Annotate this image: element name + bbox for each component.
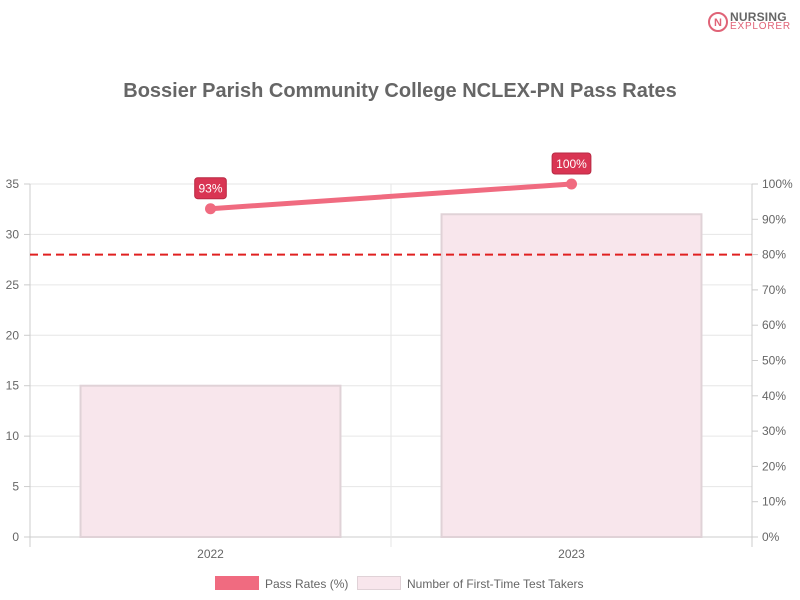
logo-mark-letter: N xyxy=(714,17,722,29)
right-tick-label: 50% xyxy=(762,354,786,368)
line-layer xyxy=(205,178,577,215)
right-tick-label: 90% xyxy=(762,212,786,226)
right-tick-label: 100% xyxy=(762,177,793,191)
legend-label-test-takers: Number of First-Time Test Takers xyxy=(407,577,584,591)
bar xyxy=(79,384,342,539)
pass-rate-point xyxy=(205,203,216,215)
right-tick-label: 60% xyxy=(762,318,786,332)
x-tick-label: 2022 xyxy=(197,547,224,561)
legend: Pass Rates (%) Number of First-Time Test… xyxy=(0,576,800,594)
axis-layer: 0 5 10 15 20 25 30 35 0% 10% 20% 30% 40% 50% 60% 70% 80%… xyxy=(6,177,793,561)
legend-swatch-pass-rates xyxy=(215,576,259,590)
legend-swatch-test-takers xyxy=(357,576,401,590)
right-tick-label: 70% xyxy=(762,283,786,297)
data-label-layer: 93% 100% xyxy=(194,152,592,200)
logo-mark-icon: N xyxy=(708,12,728,32)
right-tick-label: 80% xyxy=(762,248,786,262)
logo-line2: EXPLORER xyxy=(730,21,791,32)
left-tick-label: 35 xyxy=(6,177,20,191)
logo-line1: NURSING xyxy=(730,10,787,24)
left-tick-label: 0 xyxy=(12,530,19,544)
data-label-box xyxy=(194,177,227,200)
pass-rate-point xyxy=(566,178,577,190)
right-tick-label: 10% xyxy=(762,495,786,509)
x-tick-label: 2023 xyxy=(558,547,585,561)
legend-label-pass-rates: Pass Rates (%) xyxy=(265,577,349,591)
left-tick-label: 10 xyxy=(6,429,20,443)
nursing-explorer-logo: N NURSING EXPLORER xyxy=(707,9,791,35)
right-tick-label: 30% xyxy=(762,424,786,438)
bar xyxy=(440,213,703,538)
pass-rate-line xyxy=(208,181,574,212)
data-label: 100% xyxy=(556,157,587,171)
left-tick-label: 30 xyxy=(6,227,20,241)
data-label: 93% xyxy=(198,182,222,196)
right-tick-label: 20% xyxy=(762,459,786,473)
bar-layer xyxy=(79,213,703,539)
left-tick-label: 25 xyxy=(6,278,20,292)
data-label-box xyxy=(551,152,592,175)
right-tick-label: 40% xyxy=(762,389,786,403)
right-tick-label: 0% xyxy=(762,530,780,544)
chart-title: Bossier Parish Community College NCLEX-P… xyxy=(123,80,677,102)
left-tick-label: 15 xyxy=(6,379,20,393)
left-tick-label: 5 xyxy=(12,480,19,494)
left-tick-label: 20 xyxy=(6,328,20,342)
